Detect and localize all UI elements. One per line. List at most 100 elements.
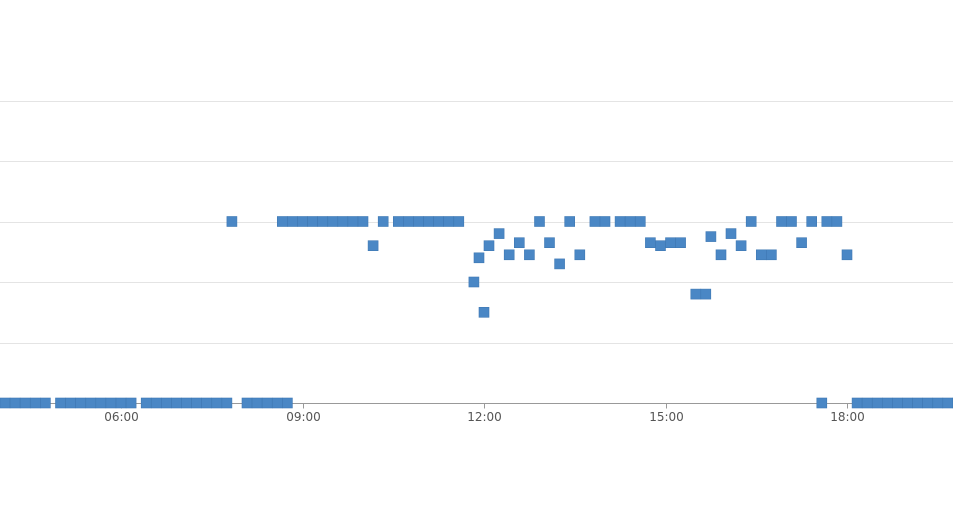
data-point — [645, 237, 656, 248]
data-point — [337, 216, 349, 227]
data-point — [524, 249, 535, 261]
data-point — [478, 306, 490, 318]
data-point — [614, 216, 626, 227]
x-tick-label: 09:00 — [286, 410, 321, 424]
data-point — [493, 228, 505, 239]
data-point — [503, 249, 515, 261]
data-point — [881, 397, 893, 409]
data-point — [821, 216, 833, 227]
data-point — [725, 228, 737, 239]
data-point — [151, 397, 162, 409]
data-point — [665, 237, 676, 248]
data-point — [735, 240, 747, 251]
data-point — [942, 397, 953, 409]
data-point — [19, 397, 31, 409]
data-point — [241, 397, 253, 409]
data-point — [226, 216, 238, 227]
data-point — [115, 397, 127, 409]
data-point — [55, 397, 66, 409]
data-point — [766, 249, 777, 261]
data-point — [105, 397, 117, 409]
data-point — [367, 240, 379, 251]
x-tick-label: 15:00 — [649, 410, 684, 424]
data-point — [892, 397, 903, 409]
data-point — [851, 397, 863, 409]
data-point — [715, 249, 727, 261]
x-tick-label: 18:00 — [830, 410, 865, 424]
data-point — [161, 397, 172, 409]
data-point — [443, 216, 455, 227]
data-point — [564, 216, 576, 227]
data-point — [65, 397, 76, 409]
data-point — [276, 216, 288, 227]
data-point — [554, 258, 565, 270]
data-point — [125, 397, 137, 409]
data-point — [690, 288, 702, 300]
data-point — [307, 216, 318, 227]
data-point — [705, 231, 717, 242]
x-tick-label: 06:00 — [104, 410, 139, 424]
data-point — [700, 288, 712, 300]
data-point — [201, 397, 212, 409]
data-point — [534, 216, 545, 227]
data-point — [282, 397, 293, 409]
data-point — [423, 216, 434, 227]
data-point — [624, 216, 636, 227]
data-point — [29, 397, 41, 409]
data-point — [912, 397, 923, 409]
data-point — [171, 397, 182, 409]
data-point — [468, 276, 480, 288]
data-point — [574, 249, 586, 261]
data-point — [0, 397, 11, 409]
data-point — [413, 216, 424, 227]
data-point — [483, 240, 495, 251]
data-point — [922, 397, 934, 409]
data-point — [221, 397, 233, 409]
data-points — [0, 216, 953, 409]
data-point — [932, 397, 944, 409]
data-point — [599, 216, 611, 227]
data-point — [347, 216, 359, 227]
data-point — [287, 216, 298, 227]
data-point — [85, 397, 97, 409]
data-point — [297, 216, 308, 227]
data-point — [327, 216, 339, 227]
data-point — [75, 397, 86, 409]
data-point — [9, 397, 21, 409]
data-point — [433, 216, 444, 227]
data-point — [589, 216, 601, 227]
data-point — [317, 216, 329, 227]
data-point — [403, 216, 414, 227]
data-point — [40, 397, 51, 409]
data-point — [634, 216, 646, 227]
data-point — [473, 252, 485, 264]
data-point — [261, 397, 273, 409]
data-point — [745, 216, 757, 227]
data-point — [211, 397, 223, 409]
data-point — [95, 397, 107, 409]
data-point — [513, 237, 525, 248]
data-point — [816, 397, 828, 409]
data-point — [861, 397, 873, 409]
data-point — [806, 216, 818, 227]
data-point — [786, 216, 797, 227]
data-point — [675, 237, 686, 248]
x-tick-label: 12:00 — [467, 410, 502, 424]
data-point — [453, 216, 465, 227]
data-point — [902, 397, 913, 409]
data-point — [841, 249, 853, 261]
data-point — [357, 216, 369, 227]
data-point — [191, 397, 202, 409]
data-point — [271, 397, 283, 409]
data-point — [181, 397, 192, 409]
data-point — [655, 240, 666, 251]
data-point — [544, 237, 555, 248]
data-point — [251, 397, 263, 409]
data-point — [831, 216, 843, 227]
data-point — [392, 216, 404, 227]
data-point — [755, 249, 767, 261]
data-point — [377, 216, 389, 227]
data-point — [871, 397, 883, 409]
data-point — [140, 397, 152, 409]
